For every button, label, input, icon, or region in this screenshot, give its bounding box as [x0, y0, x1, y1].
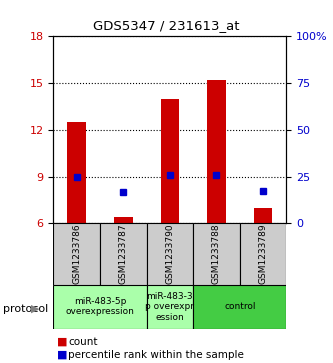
Bar	[114, 217, 133, 223]
Bar	[53, 223, 100, 285]
Text: GSM1233786: GSM1233786	[72, 224, 81, 285]
Bar	[240, 223, 286, 285]
Bar	[147, 285, 193, 329]
Bar	[207, 80, 226, 223]
Text: GSM1233790: GSM1233790	[165, 224, 174, 285]
Text: miR-483-3
p overexpr
ession: miR-483-3 p overexpr ession	[145, 292, 194, 322]
Bar	[254, 208, 272, 223]
Text: ■: ■	[57, 350, 67, 360]
Bar	[147, 223, 193, 285]
Text: percentile rank within the sample: percentile rank within the sample	[68, 350, 244, 360]
Text: count: count	[68, 337, 98, 347]
Bar	[67, 122, 86, 223]
Text: miR-483-5p
overexpression: miR-483-5p overexpression	[66, 297, 134, 317]
Text: ▶: ▶	[31, 303, 40, 314]
Bar	[193, 223, 240, 285]
Bar	[100, 223, 147, 285]
Bar	[161, 99, 179, 223]
Text: GDS5347 / 231613_at: GDS5347 / 231613_at	[93, 19, 240, 32]
Text: control: control	[224, 302, 255, 311]
Text: protocol: protocol	[3, 303, 49, 314]
Bar	[53, 285, 147, 329]
Text: GSM1233789: GSM1233789	[258, 224, 268, 285]
Text: GSM1233787: GSM1233787	[119, 224, 128, 285]
Text: ■: ■	[57, 337, 67, 347]
Bar	[193, 285, 286, 329]
Text: GSM1233788: GSM1233788	[212, 224, 221, 285]
